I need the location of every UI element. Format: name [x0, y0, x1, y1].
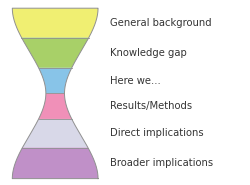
Polygon shape — [38, 93, 72, 119]
Text: Knowledge gap: Knowledge gap — [110, 48, 187, 58]
Text: Here we...: Here we... — [110, 76, 161, 86]
Polygon shape — [22, 119, 88, 148]
Text: Broader implications: Broader implications — [110, 158, 214, 168]
Polygon shape — [12, 148, 98, 179]
Polygon shape — [38, 68, 72, 93]
Text: Direct implications: Direct implications — [110, 128, 204, 138]
Polygon shape — [22, 38, 89, 68]
Text: General background: General background — [110, 18, 212, 28]
Polygon shape — [12, 8, 98, 38]
Text: Results/Methods: Results/Methods — [110, 101, 192, 111]
